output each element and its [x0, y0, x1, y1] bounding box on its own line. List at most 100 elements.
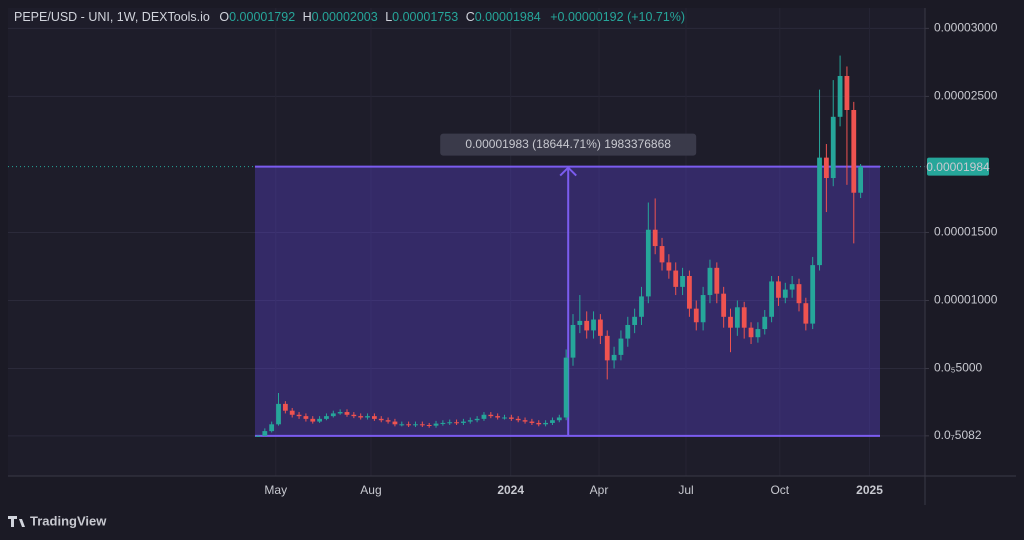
- candle-body: [639, 296, 644, 317]
- candle-body: [796, 284, 802, 304]
- candle-body: [563, 357, 569, 418]
- candle-body: [495, 416, 501, 418]
- candle-body: [440, 422, 446, 424]
- candle-body: [461, 421, 466, 423]
- y-tick-label: 0.00003000: [934, 21, 998, 35]
- candle-body: [371, 416, 377, 419]
- candle-body: [844, 75, 850, 111]
- chart-title: PEPE/USD - UNI, 1W, DEXTools.io: [14, 10, 210, 24]
- brand-name: TradingView: [30, 513, 107, 528]
- candle-body: [515, 418, 521, 421]
- grid: [8, 8, 925, 476]
- y-tick-label: 0.00001500: [934, 225, 998, 239]
- candle-body: [447, 422, 453, 424]
- branding: TradingView: [8, 513, 107, 528]
- candle-body: [803, 303, 809, 324]
- ohlc-key: H: [303, 10, 312, 24]
- candle-body: [652, 229, 658, 247]
- candle-body: [707, 267, 713, 296]
- candle-body: [851, 110, 857, 193]
- candle-body: [399, 424, 405, 426]
- candle-body: [303, 416, 309, 419]
- candle-body: [536, 422, 542, 425]
- candle-body: [550, 420, 555, 423]
- candle-body: [255, 435, 261, 437]
- candle-body: [570, 324, 576, 358]
- candle-body: [378, 418, 384, 421]
- y-tick-label: 0.0₇5082: [934, 428, 982, 442]
- candle-body: [385, 420, 391, 422]
- candle-body: [488, 414, 494, 417]
- candle-body: [508, 417, 514, 419]
- x-tick-label: 2024: [497, 483, 524, 497]
- x-tick-label: 2025: [856, 483, 883, 497]
- candle-body: [543, 422, 548, 425]
- candle-body: [282, 403, 288, 411]
- candle-body: [577, 320, 583, 325]
- candle-body: [618, 338, 624, 355]
- candle-body: [289, 410, 295, 415]
- logo-icon: [8, 516, 25, 527]
- candle-body: [433, 423, 439, 426]
- candle-body: [591, 319, 596, 331]
- measure-label: 0.00001983 (18644.71%) 1983376868: [465, 137, 671, 151]
- candle-body: [666, 262, 672, 271]
- candle-body: [317, 418, 322, 422]
- ohlc-key: L: [385, 10, 392, 24]
- x-tick-label: May: [264, 483, 287, 497]
- candle-body: [337, 412, 343, 414]
- change: +0.00000192 (+10.71%): [550, 10, 685, 24]
- candle-body: [659, 246, 665, 263]
- candle-body: [324, 416, 329, 419]
- x-tick-label: Aug: [360, 483, 381, 497]
- x-tick-label: Oct: [770, 483, 789, 497]
- candle-body: [426, 424, 432, 426]
- candle-body: [597, 319, 603, 336]
- candle-body: [481, 414, 487, 419]
- candle-body: [419, 424, 425, 426]
- candle-body: [741, 307, 747, 328]
- candle-body: [556, 417, 562, 421]
- candle-body: [721, 293, 727, 317]
- candle-body: [474, 418, 480, 421]
- ohlc-value: 0.00001984: [475, 10, 541, 24]
- ohlc-value: 0.00002003: [312, 10, 378, 24]
- candle-body: [269, 424, 275, 432]
- candle-body: [687, 275, 692, 309]
- price-tag: 0.00001984: [926, 160, 990, 174]
- axes: 0.0₇5082 0.0₅5000 0.00001000 0.00001500 0.00…: [264, 21, 997, 498]
- measure-arrowhead: [559, 166, 577, 177]
- candle-body: [673, 270, 679, 287]
- candle-body: [351, 414, 357, 417]
- candle-body: [502, 417, 507, 419]
- candle-body: [680, 275, 685, 287]
- y-tick-label: 0.00001000: [934, 293, 998, 307]
- candle-body: [714, 267, 720, 294]
- candle-body: [858, 166, 864, 193]
- candle-body: [789, 284, 795, 290]
- candle-body: [365, 416, 370, 418]
- y-tick-label: 0.00002500: [934, 89, 998, 103]
- ohlc-value: 0.00001792: [229, 10, 295, 24]
- ohlc-key: C: [466, 10, 475, 24]
- ohlc-key: O: [219, 10, 229, 24]
- candle-body: [358, 416, 364, 418]
- candle-body: [413, 424, 418, 426]
- candle-body: [755, 329, 761, 338]
- candle-body: [310, 418, 316, 422]
- candle-body: [693, 308, 699, 323]
- candle-body: [262, 431, 268, 436]
- ohlc-value: 0.00001753: [392, 10, 458, 24]
- candle-body: [529, 421, 535, 423]
- candle-body: [734, 307, 740, 328]
- candle-body: [817, 157, 822, 266]
- x-tick-label: Jul: [678, 483, 693, 497]
- candle-body: [776, 281, 781, 298]
- candle-body: [728, 316, 733, 328]
- candle-body: [454, 422, 459, 424]
- candle-body: [522, 420, 528, 422]
- candle-body: [782, 289, 788, 298]
- candle-body: [700, 295, 706, 323]
- candle-body: [276, 403, 281, 425]
